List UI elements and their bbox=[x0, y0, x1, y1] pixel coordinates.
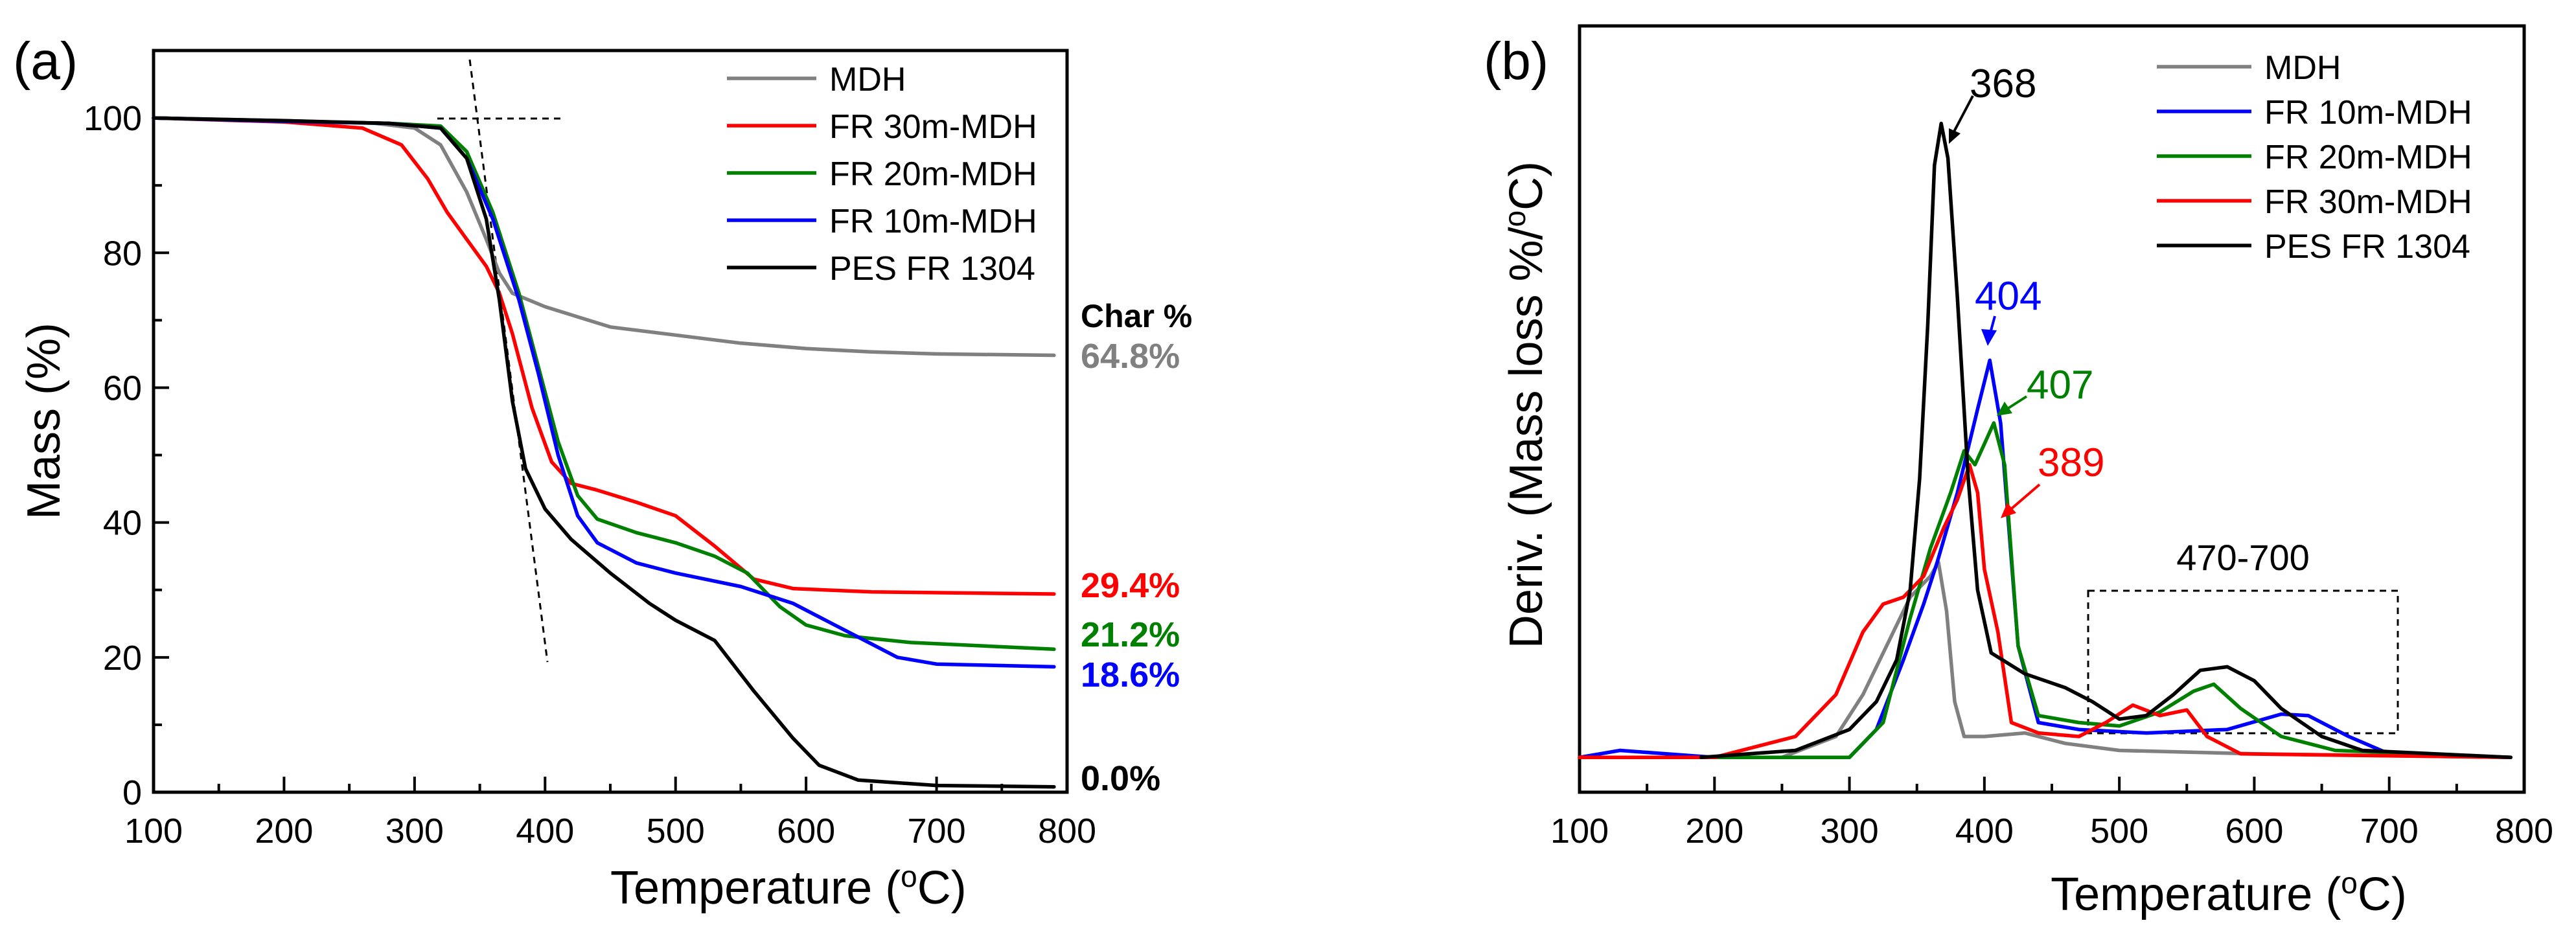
panel-b-x-tick-label: 500 bbox=[2090, 812, 2148, 850]
panel-b-x-tick-label: 100 bbox=[1550, 812, 1609, 850]
panel-a-y-ticks: 0 20 40 60 80 100 bbox=[84, 99, 169, 812]
panel-a-y-tick-label: 40 bbox=[103, 504, 142, 543]
peak-annotation-404: 404 bbox=[1975, 274, 2041, 346]
panel-b-x-tick-label: 400 bbox=[1955, 812, 2014, 850]
panel-b-series bbox=[1578, 121, 2513, 759]
panel-a-legend-label-fr-30m-mdh: FR 30m-MDH bbox=[829, 108, 1037, 146]
panel-b-x-tick-label: 800 bbox=[2495, 812, 2553, 850]
peak-arrowhead-404 bbox=[1981, 329, 1997, 346]
panel-b-x-axis-title-unit: C) bbox=[2358, 869, 2407, 920]
panel-a-x-tick-label: 700 bbox=[908, 812, 966, 850]
peak-arrow-368 bbox=[1952, 95, 1974, 133]
panel-a-y-tick-label: 80 bbox=[103, 234, 142, 273]
char-label-mdh: 64.8% bbox=[1081, 337, 1180, 376]
peak-annotation-407: 407 bbox=[1997, 363, 2093, 416]
panel-a-legend-label-mdh: MDH bbox=[829, 61, 906, 98]
panel-b-x-axis-title-degree: o bbox=[2341, 866, 2358, 900]
panel-b-x-axis-title-main: Temperature ( bbox=[2051, 869, 2341, 920]
peak-arrow-389 bbox=[2010, 483, 2041, 510]
panel-a-y-tick-label: 100 bbox=[84, 99, 142, 138]
panel-a-x-tick-label: 400 bbox=[516, 812, 574, 850]
panel-b-legend-label-fr-10m-mdh: FR 10m-MDH bbox=[2264, 94, 2472, 131]
panel-b-label: (b) bbox=[1484, 32, 1548, 91]
panel-a-y-axis-title: Mass (%) bbox=[18, 323, 70, 519]
panel-b-x-ticks: 100 200 300 400 500 600 700 800 bbox=[1550, 777, 2553, 850]
char-label-fr-20m-mdh: 21.2% bbox=[1081, 615, 1180, 654]
panel-a-series-fr-10m-mdh bbox=[152, 116, 1056, 669]
panel-a-series-fr-20m-mdh bbox=[152, 116, 1056, 652]
panel-a-series bbox=[152, 116, 1056, 789]
peak-arrowhead-389 bbox=[2001, 503, 2016, 518]
panel-a-y-tick-label: 20 bbox=[103, 639, 142, 678]
panel-a-x-tick-label: 200 bbox=[255, 812, 313, 850]
panel-a-label: (a) bbox=[13, 32, 78, 91]
panel-b-series-fr-30m-mdh bbox=[1578, 462, 2513, 759]
panel-a: (a) 100 200 300 400 500 600 700 800 0 20 40 60 80 10… bbox=[13, 32, 1192, 914]
panel-b-x-axis-title: Temperature (oC) bbox=[2051, 866, 2407, 920]
panel-a-x-axis-title-main: Temperature ( bbox=[610, 862, 901, 914]
char-label-fr-30m-mdh: 29.4% bbox=[1081, 566, 1180, 605]
panel-a-legend-label-pes-fr-1304: PES FR 1304 bbox=[829, 250, 1035, 288]
panel-b-legend-label-pes-fr-1304: PES FR 1304 bbox=[2264, 228, 2470, 266]
panel-a-x-axis-title: Temperature (oC) bbox=[610, 860, 967, 914]
panel-b-legend-label-fr-30m-mdh: FR 30m-MDH bbox=[2264, 183, 2472, 221]
peak-annotation-389: 389 bbox=[2001, 440, 2104, 518]
peak-label-368: 368 bbox=[1970, 62, 2036, 106]
panel-b-y-axis-title-degree: o bbox=[1498, 211, 1532, 227]
peak-annotation-368: 368 bbox=[1949, 62, 2036, 144]
panel-b-series-fr-20m-mdh bbox=[1578, 421, 2513, 759]
panel-b-legend: MDH FR 10m-MDH FR 20m-MDH FR 30m-MDH PES FR … bbox=[2157, 49, 2472, 266]
panel-b-legend-label-mdh: MDH bbox=[2264, 49, 2341, 87]
panel-a-x-tick-label: 800 bbox=[1038, 812, 1096, 850]
panel-a-x-axis-title-unit: C) bbox=[917, 862, 967, 914]
peak-arrowhead-368 bbox=[1949, 128, 1961, 144]
peak-label-407: 407 bbox=[2027, 363, 2093, 407]
panel-b-y-axis-title-main: Deriv. (Mass loss %/ bbox=[1501, 227, 1552, 648]
char-label-pes-fr-1304: 0.0% bbox=[1081, 759, 1160, 798]
panel-a-legend: MDH FR 30m-MDH FR 20m-MDH FR 10m-MDH PES FR … bbox=[727, 61, 1037, 288]
panel-b-x-tick-label: 600 bbox=[2225, 812, 2283, 850]
panel-a-x-axis-title-degree: o bbox=[901, 860, 917, 893]
panel-b-series-fr-10m-mdh bbox=[1578, 358, 2513, 759]
panel-b-series-mdh bbox=[1578, 560, 2513, 759]
panel-b-x-tick-label: 200 bbox=[1685, 812, 1743, 850]
panel-a-char-labels: 64.8% 29.4% 21.2%18.6% 0.0% bbox=[1081, 337, 1180, 798]
panel-a-legend-label-fr-20m-mdh: FR 20m-MDH bbox=[829, 155, 1037, 193]
peak-label-404: 404 bbox=[1975, 274, 2041, 319]
peak-arrowhead-407 bbox=[1997, 402, 2012, 416]
panel-b-y-axis-title: Deriv. (Mass loss %/oC) bbox=[1498, 161, 1552, 648]
panel-a-y-tick-label: 0 bbox=[122, 773, 142, 812]
char-label-fr-10m-mdh: 18.6% bbox=[1081, 656, 1180, 694]
panel-a-series-mdh bbox=[152, 116, 1056, 358]
panel-b-region-label: 470-700 bbox=[2176, 537, 2310, 578]
panel-a-x-tick-label: 500 bbox=[647, 812, 705, 850]
peak-label-389: 389 bbox=[2038, 440, 2104, 485]
panel-a-y-tick-label: 60 bbox=[103, 369, 142, 407]
peak-arrow-407 bbox=[2007, 395, 2028, 409]
panel-b-x-tick-label: 700 bbox=[2360, 812, 2419, 850]
panel-a-series-pes-fr-1304 bbox=[152, 116, 1056, 789]
char-header: Char % bbox=[1081, 298, 1192, 334]
panel-a-x-tick-label: 100 bbox=[124, 812, 183, 850]
panel-a-x-ticks: 100 200 300 400 500 600 700 800 bbox=[124, 777, 1096, 850]
panel-b: (b) 100 200 300 400 500 600 700 800 470-700 MDH… bbox=[1484, 24, 2553, 920]
panel-a-legend-label-fr-10m-mdh: FR 10m-MDH bbox=[829, 203, 1037, 240]
panel-b-legend-label-fr-20m-mdh: FR 20m-MDH bbox=[2264, 139, 2472, 176]
panel-b-x-tick-label: 300 bbox=[1821, 812, 1879, 850]
panel-a-x-tick-label: 300 bbox=[385, 812, 444, 850]
panel-b-region-box bbox=[2087, 589, 2399, 735]
panel-b-y-axis-title-unit: C) bbox=[1501, 161, 1552, 211]
panel-b-series-pes-fr-1304 bbox=[1699, 121, 2513, 759]
panel-a-x-tick-label: 600 bbox=[777, 812, 835, 850]
